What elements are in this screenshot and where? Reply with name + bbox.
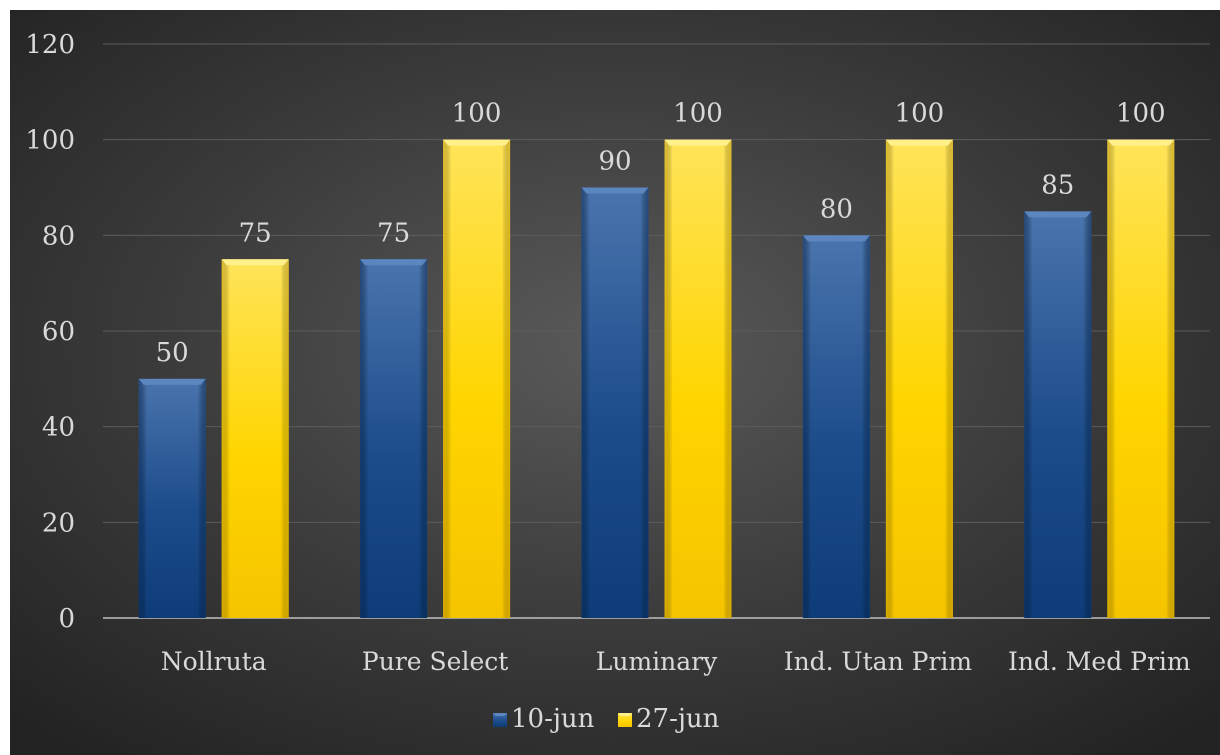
bar-shade	[360, 259, 428, 618]
bar-shade	[1107, 139, 1175, 618]
bar-cap	[664, 139, 732, 146]
legend-swatch-cap	[618, 713, 632, 716]
data-label: 100	[1116, 99, 1166, 129]
x-axis: Nollruta Pure Select Luminary Ind. Utan Pri…	[161, 647, 1191, 676]
bar-cap	[581, 187, 649, 194]
x-tick-label: Nollruta	[161, 647, 267, 676]
data-label: 90	[598, 147, 631, 177]
legend-swatch	[493, 713, 507, 727]
x-tick-label: Ind. Med Prim	[1008, 647, 1191, 676]
x-tick-label: Ind. Utan Prim	[784, 647, 973, 676]
bar-chart: 0 20 40 60 80 100 120 50 75 75 100 90 100 80 100 85 100…	[25, 30, 1210, 734]
data-labels: 50 75 75 100 90 100 80 100 85 100	[156, 99, 1166, 368]
y-tick-label: 120	[25, 30, 75, 60]
legend: 10-jun 27-jun	[493, 704, 720, 734]
data-label: 50	[156, 338, 189, 368]
bar-cap	[221, 259, 289, 266]
data-label: 85	[1041, 170, 1074, 200]
bar-shade	[221, 259, 289, 618]
data-label: 75	[239, 218, 272, 248]
y-tick-label: 100	[25, 126, 75, 156]
y-tick-label: 60	[42, 317, 75, 347]
legend-label: 27-jun	[636, 704, 720, 734]
bar-shade	[885, 139, 953, 618]
bar-shade	[664, 139, 732, 618]
bar-cap	[138, 378, 206, 385]
y-tick-label: 20	[42, 508, 75, 538]
legend-swatch-cap	[493, 713, 507, 716]
data-label: 100	[895, 99, 945, 129]
bar-cap	[1107, 139, 1175, 146]
data-label: 80	[820, 194, 853, 224]
bar-shade	[802, 235, 870, 619]
y-tick-label: 0	[58, 604, 75, 634]
bar-cap	[1024, 211, 1092, 218]
x-tick-label: Luminary	[596, 647, 718, 676]
bar-shade	[1024, 211, 1092, 618]
data-label: 75	[377, 218, 410, 248]
y-tick-label: 40	[42, 413, 75, 443]
bar-cap	[802, 235, 870, 242]
x-tick-label: Pure Select	[362, 647, 508, 676]
legend-label: 10-jun	[511, 704, 595, 734]
legend-swatch	[618, 713, 632, 727]
bar-cap	[360, 259, 428, 266]
bars	[138, 139, 1175, 619]
data-label: 100	[673, 99, 723, 129]
bar-cap	[885, 139, 953, 146]
y-axis: 0 20 40 60 80 100 120	[25, 30, 75, 634]
chart-area: 0 20 40 60 80 100 120 50 75 75 100 90 100 80 100 85 100…	[10, 10, 1220, 755]
bar-shade	[138, 378, 206, 618]
bar-cap	[443, 139, 511, 146]
bar-shade	[581, 187, 649, 618]
y-tick-label: 80	[42, 221, 75, 251]
data-label: 100	[452, 99, 502, 129]
bar-shade	[443, 139, 511, 618]
